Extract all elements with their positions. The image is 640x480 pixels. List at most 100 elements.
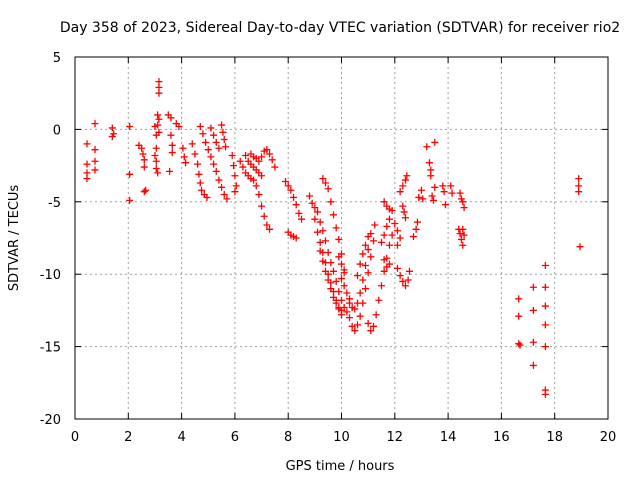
data-point bbox=[404, 276, 412, 284]
data-point bbox=[359, 250, 367, 258]
data-point bbox=[179, 144, 187, 152]
data-point bbox=[322, 237, 330, 245]
data-point bbox=[372, 311, 380, 319]
data-point bbox=[83, 140, 91, 148]
data-point bbox=[431, 183, 439, 191]
data-point bbox=[385, 241, 393, 249]
data-point bbox=[340, 282, 348, 290]
data-point bbox=[210, 160, 218, 168]
data-point bbox=[456, 189, 464, 197]
data-point bbox=[180, 153, 188, 161]
data-point bbox=[529, 361, 537, 369]
data-point bbox=[155, 128, 163, 136]
data-point bbox=[207, 124, 215, 132]
data-point bbox=[391, 220, 399, 228]
data-point bbox=[139, 150, 147, 158]
data-point bbox=[166, 167, 174, 175]
y-tick-label: -20 bbox=[40, 413, 61, 428]
data-point bbox=[345, 314, 353, 322]
data-point bbox=[335, 235, 343, 243]
data-point bbox=[460, 231, 468, 239]
data-point bbox=[388, 231, 396, 239]
data-point bbox=[154, 169, 162, 177]
y-tick-label: 5 bbox=[53, 51, 61, 66]
data-point bbox=[348, 322, 356, 330]
data-point bbox=[409, 233, 417, 241]
data-point bbox=[356, 289, 364, 297]
data-point bbox=[91, 157, 99, 165]
data-point bbox=[212, 167, 220, 175]
data-point bbox=[396, 188, 404, 196]
data-point bbox=[292, 201, 300, 209]
data-point bbox=[364, 233, 372, 241]
data-point bbox=[220, 191, 228, 199]
data-point bbox=[413, 218, 421, 226]
data-point bbox=[215, 144, 223, 152]
data-point bbox=[459, 198, 467, 206]
x-tick-label: 12 bbox=[387, 430, 404, 445]
data-point bbox=[311, 204, 319, 212]
data-point bbox=[364, 319, 372, 327]
data-point bbox=[154, 111, 162, 119]
x-tick-label: 2 bbox=[124, 430, 132, 445]
y-tick-label: -5 bbox=[48, 196, 61, 211]
data-point bbox=[188, 140, 196, 148]
data-point bbox=[371, 221, 379, 229]
data-point bbox=[218, 183, 226, 191]
data-point bbox=[332, 277, 340, 285]
data-point bbox=[448, 189, 456, 197]
x-tick-label: 16 bbox=[493, 430, 510, 445]
data-point bbox=[282, 178, 290, 186]
data-point bbox=[356, 312, 364, 320]
data-point bbox=[330, 211, 338, 219]
data-point bbox=[284, 182, 292, 190]
x-tick-label: 4 bbox=[177, 430, 185, 445]
data-point bbox=[367, 327, 375, 335]
data-point bbox=[400, 208, 408, 216]
data-point bbox=[529, 338, 537, 346]
data-point bbox=[126, 170, 134, 178]
data-point bbox=[417, 186, 425, 194]
y-tick-label: -10 bbox=[40, 268, 61, 283]
x-tick-label: 18 bbox=[546, 430, 563, 445]
data-point bbox=[260, 212, 268, 220]
data-point bbox=[203, 193, 211, 201]
data-point bbox=[338, 275, 345, 283]
data-point bbox=[515, 312, 523, 320]
data-point bbox=[308, 199, 316, 207]
data-point bbox=[252, 182, 260, 190]
data-point bbox=[343, 289, 351, 297]
data-point bbox=[356, 260, 364, 268]
data-point bbox=[250, 176, 258, 184]
data-point bbox=[316, 238, 324, 246]
data-point bbox=[319, 227, 327, 235]
data-point bbox=[322, 179, 330, 187]
data-point bbox=[541, 321, 549, 329]
data-point bbox=[324, 185, 332, 193]
data-point bbox=[316, 218, 324, 226]
data-point bbox=[340, 269, 348, 277]
data-point bbox=[140, 156, 148, 164]
data-point bbox=[425, 159, 433, 167]
data-point bbox=[212, 138, 220, 146]
data-point bbox=[575, 175, 583, 183]
data-point bbox=[204, 146, 212, 154]
data-point bbox=[266, 225, 274, 233]
data-point bbox=[332, 224, 340, 232]
data-point bbox=[196, 179, 204, 187]
data-point bbox=[142, 186, 150, 194]
y-tick-label: 0 bbox=[53, 123, 61, 138]
axis-ticks bbox=[74, 56, 609, 420]
data-point bbox=[345, 295, 353, 303]
data-point bbox=[541, 390, 549, 398]
data-point bbox=[431, 138, 439, 146]
data-point bbox=[314, 228, 322, 236]
data-point bbox=[91, 146, 99, 154]
data-point bbox=[419, 195, 427, 203]
data-point bbox=[91, 120, 99, 128]
grid bbox=[75, 57, 608, 419]
data-point bbox=[140, 163, 148, 171]
x-tick-label: 6 bbox=[231, 430, 239, 445]
data-point bbox=[393, 264, 401, 272]
